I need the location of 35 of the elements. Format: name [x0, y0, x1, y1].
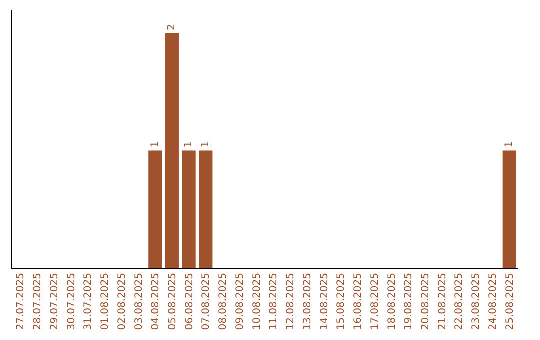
- x-tick-label: 31.07.2025: [83, 273, 94, 330]
- x-tick-label: 24.08.2025: [488, 273, 499, 330]
- x-tick-label: 08.08.2025: [218, 273, 230, 330]
- x-tick-label: 17.08.2025: [370, 273, 381, 330]
- x-tick-label: 20.08.2025: [420, 273, 432, 330]
- data-label: 1: [504, 141, 516, 148]
- x-tick-label: 13.08.2025: [302, 273, 314, 330]
- x-tick-label: 18.08.2025: [386, 273, 398, 330]
- x-tick-label: 09.08.2025: [234, 273, 246, 330]
- data-label: 1: [200, 141, 212, 148]
- x-tick-label: 03.08.2025: [134, 273, 145, 330]
- x-tick-label: 29.07.2025: [49, 273, 60, 330]
- x-tick-label: 15.08.2025: [336, 273, 348, 330]
- x-tick-label: 04.08.2025: [150, 273, 162, 330]
- x-tick-label: 22.08.2025: [454, 273, 466, 330]
- x-tick-label: 06.08.2025: [184, 273, 196, 330]
- x-tick-label: 07.08.2025: [201, 273, 212, 330]
- x-tick-label: 05.08.2025: [167, 273, 178, 330]
- data-label: 2: [166, 24, 178, 30]
- x-tick-label: 02.08.2025: [116, 273, 128, 330]
- x-tick-label: 12.08.2025: [286, 273, 297, 330]
- x-tick-label: 25.08.2025: [504, 273, 516, 330]
- x-tick-label: 19.08.2025: [404, 273, 415, 330]
- x-tick-label: 28.07.2025: [32, 273, 44, 330]
- x-tick-label: 11.08.2025: [268, 273, 280, 330]
- x-tick-label: 10.08.2025: [252, 273, 263, 330]
- x-tick-label: 30.07.2025: [66, 273, 78, 330]
- data-label: 1: [184, 141, 195, 148]
- x-tick-label: 16.08.2025: [353, 273, 364, 330]
- x-tick-label: 23.08.2025: [471, 273, 482, 330]
- x-tick-label: 01.08.2025: [100, 273, 112, 330]
- x-tick-label: 21.08.2025: [437, 273, 448, 330]
- x-tick-label: 27.07.2025: [16, 273, 27, 330]
- x-tick-label: 14.08.2025: [319, 273, 330, 330]
- data-label: 1: [150, 141, 161, 148]
